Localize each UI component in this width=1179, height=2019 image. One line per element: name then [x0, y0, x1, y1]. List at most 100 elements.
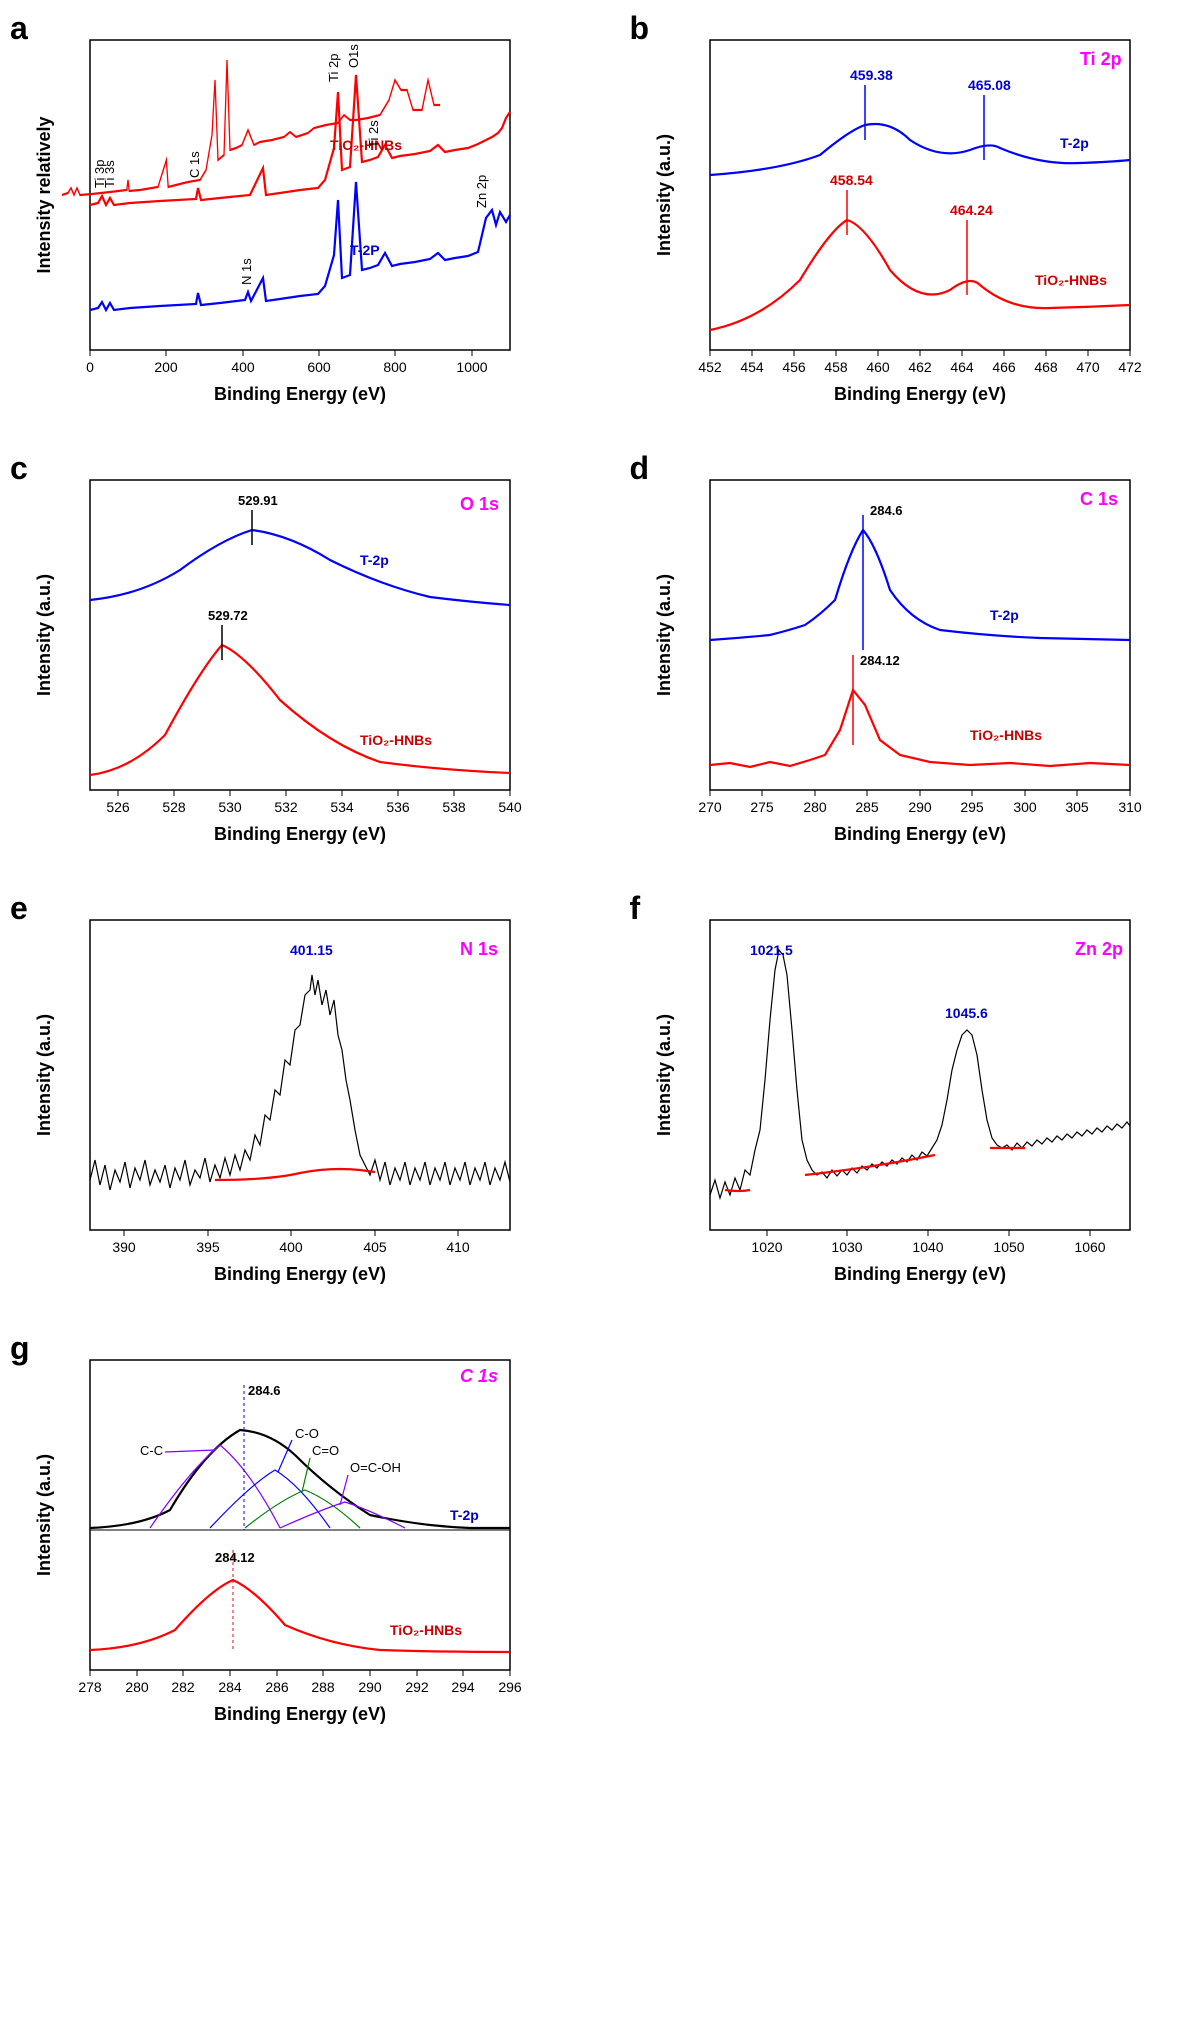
x-ticks: 278 280 282 284 286 288 290 292 294 296 [78, 1670, 522, 1695]
x-axis-title: Binding Energy (eV) [833, 824, 1005, 844]
svg-text:290: 290 [358, 1679, 382, 1695]
x-axis-title: Binding Energy (eV) [833, 1264, 1005, 1284]
svg-text:280: 280 [125, 1679, 149, 1695]
svg-text:405: 405 [363, 1239, 387, 1255]
svg-text:Ti 3s: Ti 3s [102, 160, 117, 188]
svg-text:286: 286 [265, 1679, 289, 1695]
svg-text:1060: 1060 [1074, 1239, 1105, 1255]
y-axis-title: Intensity (a.u.) [654, 1014, 674, 1136]
svg-text:270: 270 [698, 799, 722, 815]
label-t2p: T-2p [360, 552, 389, 568]
annot-284-6: 284.6 [248, 1383, 281, 1398]
x-ticks: 1020 1030 1040 1050 1060 [751, 1230, 1105, 1255]
panel-b-chart: 452 454 456 458 460 462 464 466 468 470 … [640, 20, 1160, 420]
svg-text:534: 534 [330, 799, 354, 815]
annot-1021: 1021.5 [750, 942, 793, 958]
panel-g-chart: 278 280 282 284 286 288 290 292 294 296 … [20, 1340, 540, 1740]
svg-text:800: 800 [383, 359, 407, 375]
svg-text:282: 282 [171, 1679, 195, 1695]
baseline-zn2p [725, 1148, 1025, 1191]
label-tio2: TiO₂-HNBs [970, 727, 1042, 743]
svg-text:0: 0 [86, 359, 94, 375]
panel-b-label: b [630, 10, 650, 47]
y-axis-title: Intensity (a.u.) [34, 574, 54, 696]
label-t2p: T-2p [990, 607, 1019, 623]
panel-a-label: a [10, 10, 28, 47]
svg-text:410: 410 [446, 1239, 470, 1255]
label-tio2: TiO₂-HNBs [390, 1622, 462, 1638]
y-axis-title: Intensity (a.u.) [34, 1014, 54, 1136]
annot-529-72: 529.72 [208, 608, 248, 623]
annot-401: 401.15 [290, 942, 333, 958]
annot-284-6: 284.6 [870, 503, 903, 518]
svg-text:400: 400 [231, 359, 255, 375]
x-ticks: 452 454 456 458 460 462 464 466 468 470 … [698, 350, 1142, 375]
x-axis-title: Binding Energy (eV) [833, 384, 1005, 404]
svg-text:200: 200 [154, 359, 178, 375]
svg-text:310: 310 [1118, 799, 1142, 815]
panel-f: f 1020 1030 1040 1050 1060 Binding Energ… [640, 900, 1179, 1300]
svg-text:454: 454 [740, 359, 764, 375]
spectrum-t2p [710, 530, 1130, 640]
svg-text:460: 460 [866, 359, 890, 375]
svg-text:466: 466 [992, 359, 1016, 375]
panel-g-label: g [10, 1330, 30, 1367]
svg-text:1000: 1000 [456, 359, 487, 375]
panel-e: e 390 395 400 405 410 Binding Energy (eV… [20, 900, 580, 1300]
svg-text:285: 285 [855, 799, 879, 815]
annot-1045: 1045.6 [945, 1005, 988, 1021]
spectrum-tio2 [90, 645, 510, 775]
spectrum-red [62, 60, 440, 195]
spectrum-tio2 [90, 1580, 510, 1652]
x-axis-title: Binding Energy (eV) [214, 384, 386, 404]
label-cc: C-C [140, 1443, 163, 1458]
label-co: C-O [295, 1426, 319, 1441]
svg-text:Ti 2p: Ti 2p [326, 54, 341, 82]
panel-f-chart: 1020 1030 1040 1050 1060 Binding Energy … [640, 900, 1160, 1300]
svg-text:300: 300 [1013, 799, 1037, 815]
panel-title: O 1s [460, 494, 499, 514]
x-axis-title: Binding Energy (eV) [214, 824, 386, 844]
spectrum-t2p [90, 530, 510, 605]
svg-text:296: 296 [498, 1679, 522, 1695]
label-ceqo: C=O [312, 1443, 339, 1458]
panel-d-chart: 270 275 280 285 290 295 300 305 310 Bind… [640, 460, 1160, 860]
panel-d-label: d [630, 450, 650, 487]
svg-text:288: 288 [311, 1679, 335, 1695]
svg-text:1030: 1030 [831, 1239, 862, 1255]
svg-text:400: 400 [279, 1239, 303, 1255]
label-ocoh: O=C-OH [350, 1460, 401, 1475]
svg-text:295: 295 [960, 799, 984, 815]
panel-b: b 452 454 456 458 460 462 464 466 468 47… [640, 20, 1179, 420]
spectrum-tio2 [710, 690, 1130, 767]
x-axis-title: Binding Energy (eV) [214, 1704, 386, 1724]
svg-text:540: 540 [498, 799, 522, 815]
annot-464: 464.24 [950, 202, 993, 218]
svg-text:305: 305 [1065, 799, 1089, 815]
x-ticks: 526 528 530 532 534 536 538 540 [106, 790, 522, 815]
panel-c-label: c [10, 450, 28, 487]
spectrum-tio2 [90, 75, 510, 205]
label-tio2: TiO₂-HNBs [1035, 272, 1107, 288]
svg-text:395: 395 [196, 1239, 220, 1255]
y-axis-title: Intensity (a.u.) [34, 1454, 54, 1576]
svg-text:290: 290 [908, 799, 932, 815]
svg-text:Ti 2s: Ti 2s [366, 120, 381, 148]
annot-458: 458.54 [830, 172, 873, 188]
x-ticks: 0 200 400 600 800 1000 [86, 350, 488, 375]
panel-f-label: f [630, 890, 641, 927]
panel-title: Zn 2p [1075, 939, 1123, 959]
svg-text:464: 464 [950, 359, 974, 375]
svg-text:470: 470 [1076, 359, 1100, 375]
svg-text:N 1s: N 1s [239, 258, 254, 285]
svg-text:472: 472 [1118, 359, 1142, 375]
svg-text:532: 532 [274, 799, 298, 815]
annot-465: 465.08 [968, 77, 1011, 93]
svg-text:1020: 1020 [751, 1239, 782, 1255]
y-axis-title: Intensity relatively [34, 116, 54, 273]
annot-529-91: 529.91 [238, 493, 278, 508]
svg-text:Zn 2p: Zn 2p [474, 175, 489, 208]
label-t2p: T-2p [1060, 135, 1089, 151]
svg-text:O1s: O1s [346, 44, 361, 68]
svg-text:278: 278 [78, 1679, 102, 1695]
